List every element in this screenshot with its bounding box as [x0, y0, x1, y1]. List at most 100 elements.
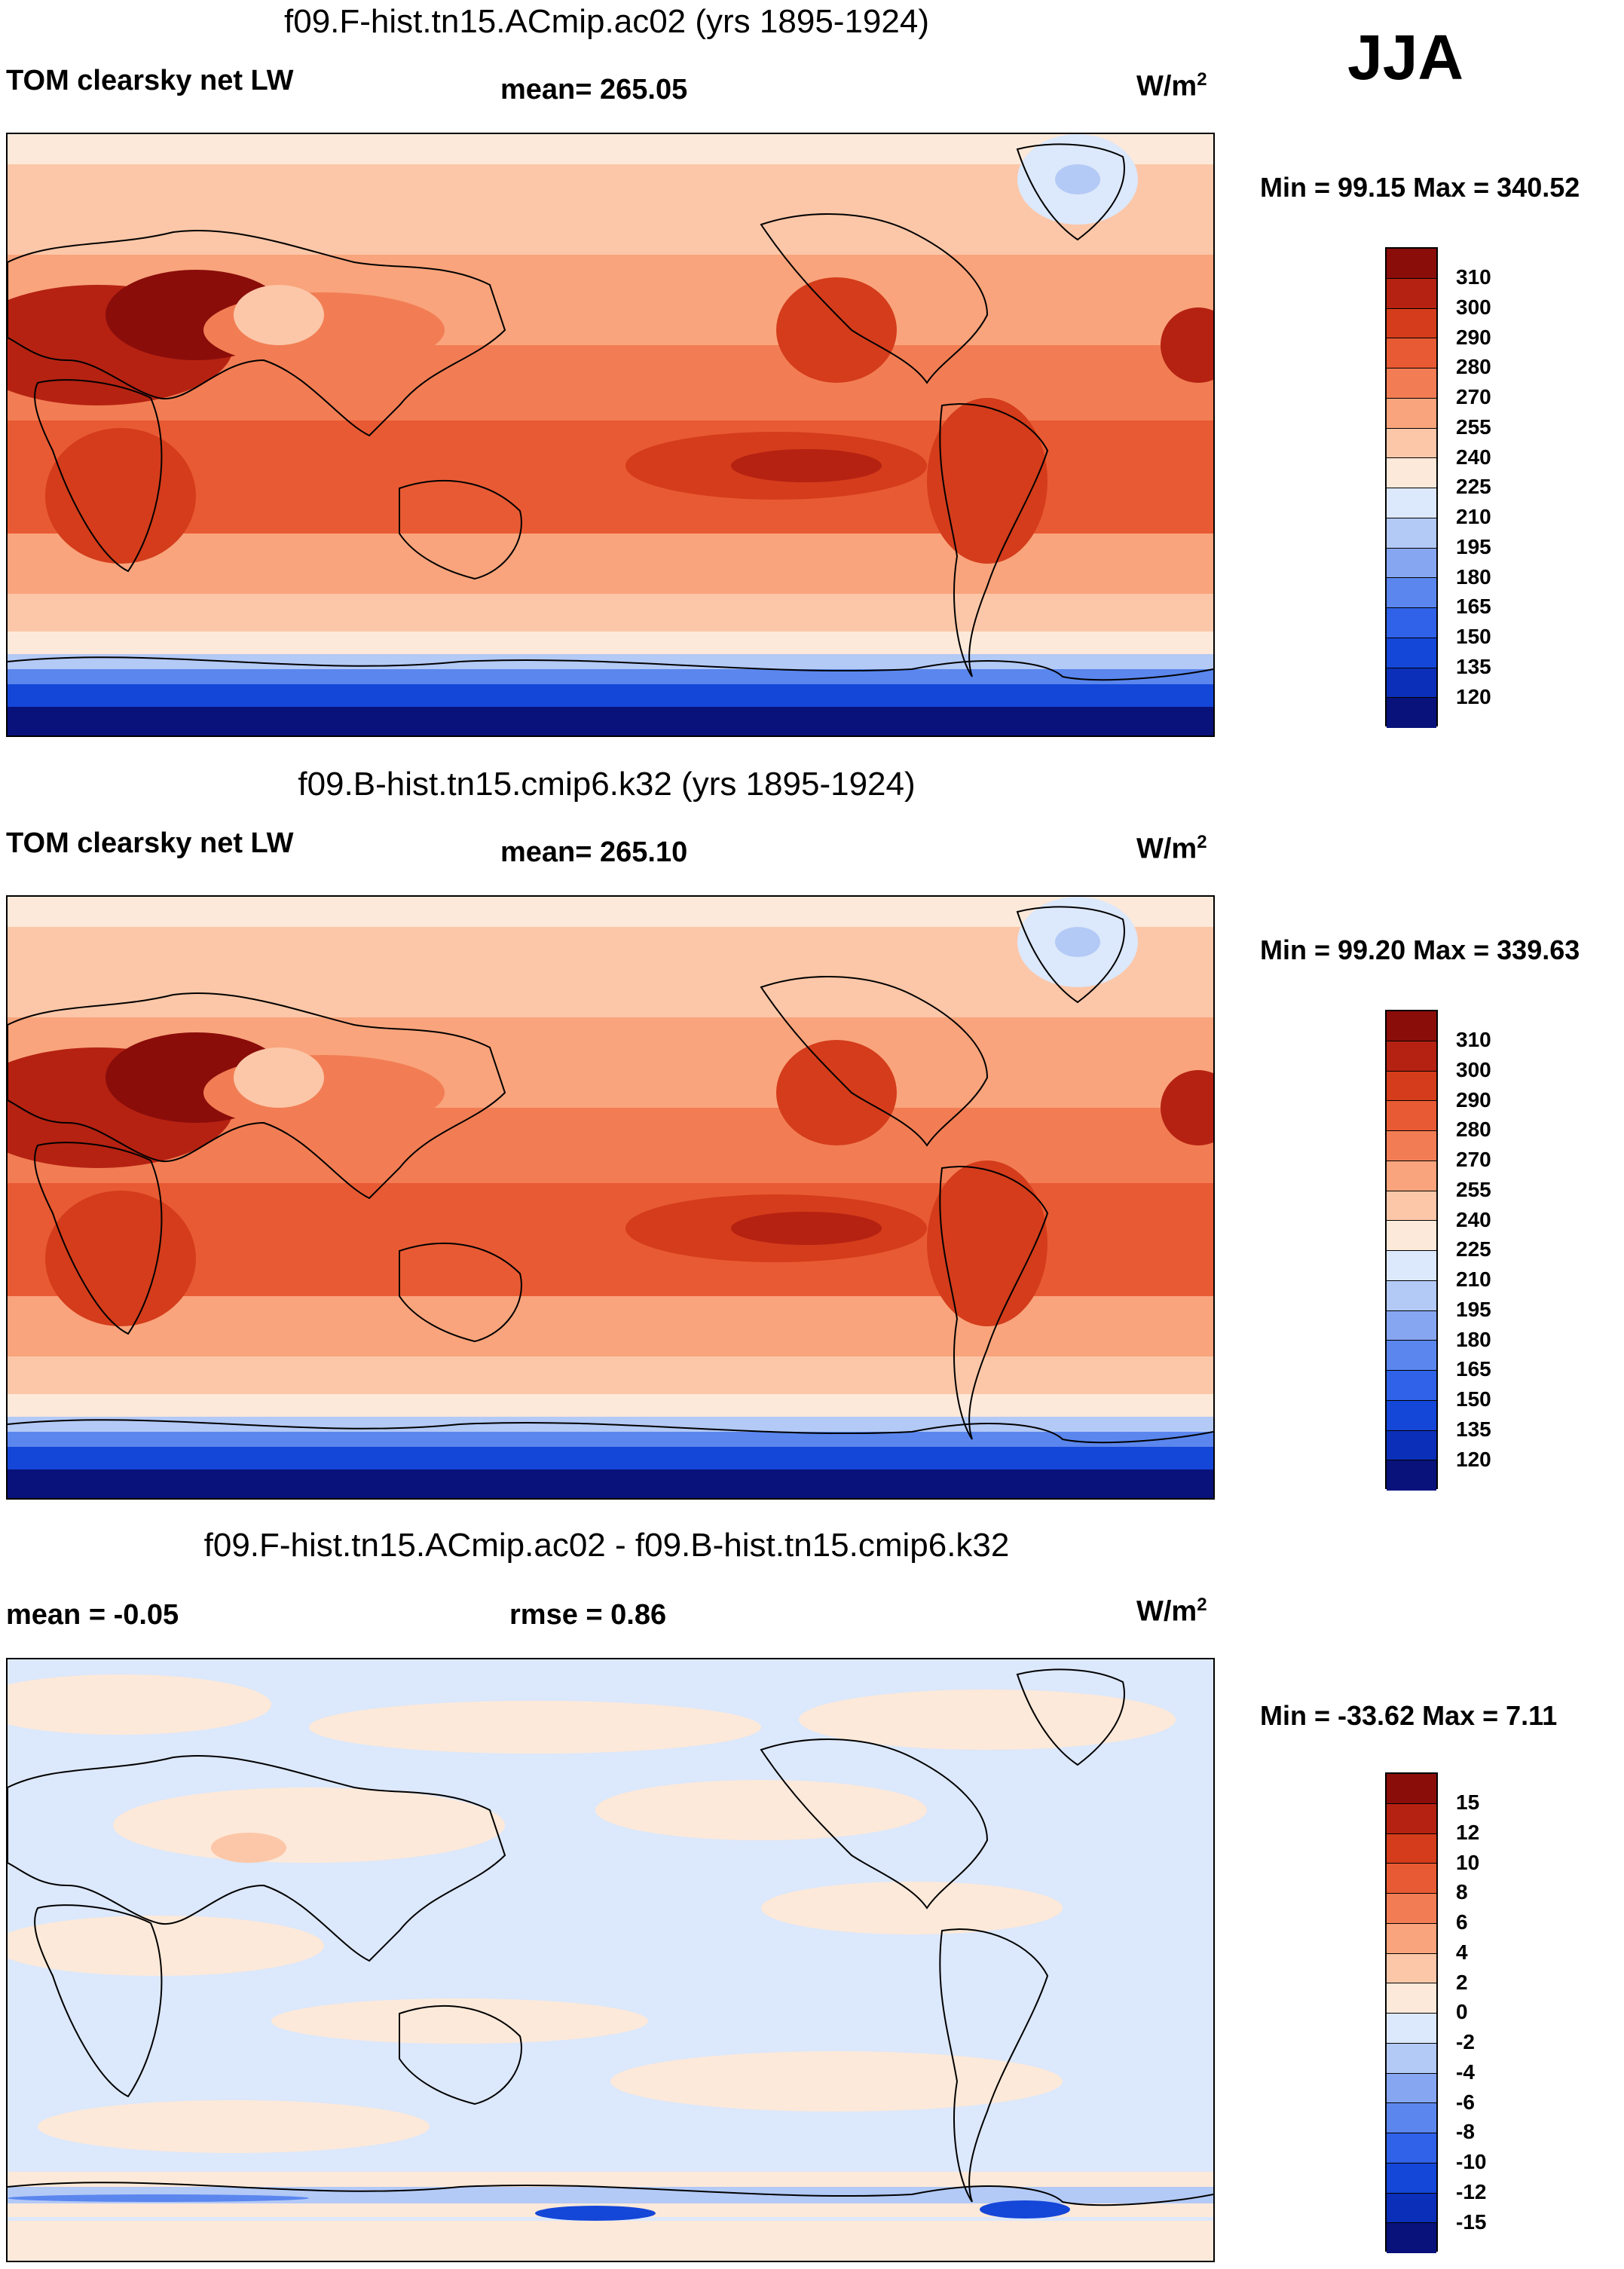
- colorbar-tick-label: 310: [1456, 265, 1491, 289]
- colorbar-segment: [1387, 1101, 1436, 1131]
- colorbar-tick-label: 15: [1456, 1790, 1480, 1814]
- colorbar-segment: [1387, 1131, 1436, 1161]
- colorbar-tick-label: 300: [1456, 1058, 1491, 1081]
- colorbar-tick-label: 0: [1456, 2000, 1468, 2023]
- colorbar-tick-label: 240: [1456, 445, 1491, 469]
- colorbar-tick-label: 310: [1456, 1028, 1491, 1051]
- colorbar-tick-label: 210: [1456, 505, 1491, 528]
- panel-2-mean-label: mean= 265.10: [500, 836, 688, 868]
- colorbar-tick-label: 255: [1456, 1178, 1491, 1201]
- panel-1-mean-label: mean= 265.05: [500, 74, 688, 105]
- colorbar-tick-label: 6: [1456, 1910, 1468, 1934]
- panel-2-colorbar: [1385, 1010, 1438, 1491]
- colorbar-segment: [1387, 668, 1436, 699]
- panel-3-mean-label: mean = -0.05: [6, 1599, 179, 1631]
- colorbar-segment: [1387, 249, 1436, 279]
- colorbar-tick-label: 2: [1456, 1971, 1468, 1994]
- colorbar-tick-label: 135: [1456, 1417, 1491, 1441]
- panel-3-rmse-label: rmse = 0.86: [509, 1599, 667, 1631]
- colorbar-segment: [1387, 1071, 1436, 1102]
- colorbar-segment: [1387, 2223, 1436, 2253]
- colorbar-tick-label: 300: [1456, 295, 1491, 319]
- season-label: JJA: [1347, 22, 1464, 93]
- panel-1-variable-label: TOM clearsky net LW: [6, 65, 294, 96]
- panel-2-map: [6, 895, 1215, 1500]
- colorbar-segment: [1387, 578, 1436, 608]
- colorbar-tick-label: -12: [1456, 2180, 1487, 2203]
- colorbar-segment: [1387, 1774, 1436, 1804]
- colorbar-segment: [1387, 1160, 1436, 1191]
- panel-1-colorbar: [1385, 247, 1438, 728]
- colorbar-tick-label: 255: [1456, 415, 1491, 439]
- colorbar-segment: [1387, 518, 1436, 549]
- colorbar-segment: [1387, 1041, 1436, 1072]
- colorbar-tick-label: -4: [1456, 2060, 1475, 2084]
- colorbar-tick-label: 270: [1456, 385, 1491, 408]
- colorbar-tick-label: 10: [1456, 1851, 1480, 1874]
- colorbar-segment: [1387, 638, 1436, 668]
- panel-3-title: f09.F-hist.tn15.ACmip.ac02 - f09.B-hist.…: [203, 1527, 1010, 1564]
- colorbar-segment: [1387, 338, 1436, 368]
- colorbar-tick-label: -6: [1456, 2090, 1475, 2114]
- colorbar-tick-label: 225: [1456, 1237, 1491, 1261]
- panel-3-colorbar: [1385, 1772, 1438, 2253]
- colorbar-segment: [1387, 2193, 1436, 2224]
- colorbar-segment: [1387, 1371, 1436, 1401]
- panel-3-minmax: Min = -33.62 Max = 7.11: [1260, 1700, 1558, 1731]
- colorbar-segment: [1387, 1430, 1436, 1461]
- panel-1-title: f09.F-hist.tn15.ACmip.ac02 (yrs 1895-192…: [284, 3, 929, 40]
- panel-2-variable-label: TOM clearsky net LW: [6, 827, 294, 859]
- colorbar-tick-label: 180: [1456, 1328, 1491, 1351]
- panel-2-minmax: Min = 99.20 Max = 339.63: [1260, 934, 1580, 965]
- colorbar-tick-label: 195: [1456, 1298, 1491, 1321]
- colorbar-segment: [1387, 1983, 1436, 2014]
- panel-3-map: [6, 1658, 1215, 2262]
- panel-2-units: W/m2: [1136, 832, 1207, 865]
- colorbar-tick-label: 280: [1456, 355, 1491, 378]
- colorbar-segment: [1387, 1953, 1436, 1984]
- colorbar-tick-label: -10: [1456, 2150, 1487, 2173]
- colorbar-tick-label: 270: [1456, 1148, 1491, 1171]
- colorbar-segment: [1387, 2133, 1436, 2164]
- colorbar-tick-label: 195: [1456, 535, 1491, 558]
- colorbar-segment: [1387, 398, 1436, 429]
- colorbar-segment: [1387, 458, 1436, 488]
- colorbar-segment: [1387, 1221, 1436, 1251]
- colorbar-segment: [1387, 428, 1436, 459]
- colorbar-tick-label: 290: [1456, 326, 1491, 349]
- colorbar-tick-label: 240: [1456, 1208, 1491, 1231]
- colorbar-tick-label: 225: [1456, 475, 1491, 498]
- colorbar-tick-label: 120: [1456, 685, 1491, 708]
- colorbar-tick-label: 8: [1456, 1880, 1468, 1904]
- colorbar-tick-label: 280: [1456, 1118, 1491, 1141]
- colorbar-segment: [1387, 1460, 1436, 1491]
- colorbar-segment: [1387, 608, 1436, 638]
- panel-2-title: f09.B-hist.tn15.cmip6.k32 (yrs 1895-1924…: [298, 766, 916, 803]
- colorbar-segment: [1387, 2103, 1436, 2133]
- colorbar-segment: [1387, 1864, 1436, 1894]
- colorbar-tick-label: 290: [1456, 1088, 1491, 1112]
- colorbar-tick-label: 165: [1456, 1357, 1491, 1381]
- colorbar-segment: [1387, 2043, 1436, 2074]
- colorbar-segment: [1387, 1894, 1436, 1924]
- colorbar-tick-label: -2: [1456, 2030, 1475, 2053]
- colorbar-segment: [1387, 548, 1436, 579]
- colorbar-segment: [1387, 308, 1436, 339]
- panel-2-map-svg: [8, 897, 1213, 1498]
- panel-3-units: W/m2: [1136, 1595, 1207, 1628]
- colorbar-segment: [1387, 2014, 1436, 2044]
- colorbar-segment: [1387, 488, 1436, 518]
- panel-1-units: W/m2: [1136, 69, 1207, 102]
- colorbar-segment: [1387, 2163, 1436, 2194]
- panel-1-map-svg: [8, 134, 1213, 735]
- colorbar-segment: [1387, 1251, 1436, 1281]
- colorbar-segment: [1387, 1310, 1436, 1341]
- panel-3-map-svg: [8, 1659, 1213, 2261]
- colorbar-tick-label: 150: [1456, 1387, 1491, 1411]
- panel-1-map: [6, 133, 1215, 737]
- colorbar-segment: [1387, 698, 1436, 728]
- colorbar-segment: [1387, 1011, 1436, 1041]
- colorbar-segment: [1387, 1400, 1436, 1431]
- colorbar-tick-label: 135: [1456, 655, 1491, 678]
- colorbar-segment: [1387, 1341, 1436, 1371]
